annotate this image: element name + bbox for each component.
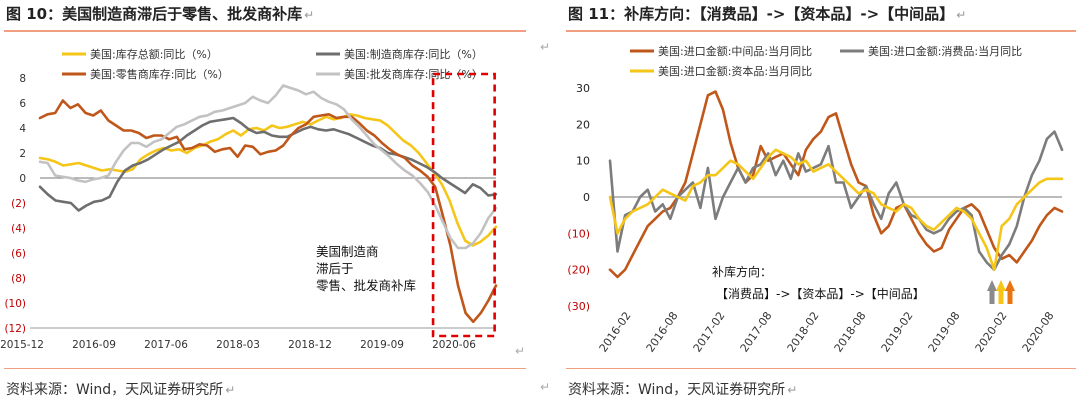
return-mark-icon: ↵ (515, 344, 526, 358)
y-tick-label: (10) (567, 227, 590, 240)
legend-label: 美国:制造商库存:同比（%） (344, 47, 483, 61)
x-tick-label: 2018-02 (785, 309, 822, 354)
y-tick-label: 10 (576, 155, 590, 168)
y-tick-label: 0 (19, 173, 26, 185)
x-tick-label: 2017-08 (738, 309, 775, 354)
x-tick-label: 2018-03 (216, 339, 260, 351)
y-tick-label: 30 (576, 82, 590, 95)
series-line-2 (608, 130, 1064, 271)
x-tick-label: 2017-02 (691, 309, 728, 354)
right-source-text: 资料来源：Wind，天风证券研究所 (568, 382, 786, 398)
return-mark-icon: ↵ (956, 8, 967, 22)
series-line-1 (38, 113, 498, 247)
y-tick-label: (10) (4, 298, 26, 310)
right-figure-title: 图 11：补库方向：【消费品】->【资本品】->【中间品】 ↵ (568, 3, 966, 24)
y-tick-label: 8 (19, 73, 26, 85)
series-line-2 (38, 116, 498, 212)
left-chart: 8 6 4 2 0 (2) (4) (6) (8) (10) (12) 2015-12 2016-09 2… (0, 47, 498, 351)
x-tick-label: 2019-09 (360, 339, 404, 351)
legend-label: 美国:零售商库存:同比（%） (90, 67, 229, 81)
arrow-head-icon (996, 280, 1006, 291)
return-mark-icon: ↵ (787, 383, 798, 397)
series-line-3 (38, 99, 498, 324)
y-tick-label: 20 (576, 118, 590, 131)
y-tick-label: 4 (19, 123, 26, 135)
series-line-1 (608, 90, 1064, 279)
y-tick-label: (20) (567, 264, 590, 277)
legend-label: 美国:进口金额:消费品:当月同比 (868, 44, 1022, 58)
y-tick-label: (2) (11, 198, 26, 210)
y-tick-label: 6 (19, 98, 26, 110)
return-mark-icon: ↵ (540, 40, 551, 54)
left-title-text: 图 10：美国制造商滞后于零售、批发商补库 (6, 5, 303, 23)
x-tick-label: 2019-02 (879, 309, 916, 354)
right-title-rule (566, 30, 1076, 32)
return-mark-icon: ↵ (304, 8, 315, 22)
x-tick-label: 2019-08 (926, 309, 963, 354)
x-tick-label: 2020-08 (1020, 309, 1057, 354)
y-tick-label: 2 (19, 148, 26, 160)
x-tick-label: 2015-12 (0, 339, 44, 351)
left-title-rule (4, 30, 526, 32)
left-figure-title: 图 10：美国制造商滞后于零售、批发商补库 ↵ (6, 3, 314, 24)
annotation-text: 补库方向： (712, 264, 772, 279)
arrow-shaft (998, 290, 1004, 304)
right-source-note: 资料来源：Wind，天风证券研究所 ↵ (568, 379, 797, 399)
legend-label: 美国:批发商库存:同比（%） (344, 67, 483, 81)
series-line-4 (38, 84, 498, 250)
annotation-text: 美国制造商 (316, 244, 379, 259)
highlight-box (431, 72, 496, 338)
right-chart: 30 20 10 0 (10) (20) (30) 2016-02 2016-08 2017-02… (567, 44, 1064, 355)
y-tick-label: (30) (567, 300, 590, 313)
right-source-rule (566, 368, 1076, 369)
series-line-3 (608, 148, 1064, 271)
arrow-shaft (1007, 290, 1013, 304)
y-tick-label: 0 (583, 191, 590, 204)
right-title-text: 图 11：补库方向：【消费品】->【资本品】->【中间品】 (568, 5, 955, 23)
y-tick-label: (8) (11, 273, 26, 285)
x-tick-label: 2018-08 (832, 309, 869, 354)
arrow-head-icon (1005, 280, 1015, 291)
x-tick-label: 2020-02 (973, 309, 1010, 354)
annotation-text: 【消费品】->【资本品】->【中间品】 (716, 286, 925, 301)
left-source-rule (4, 368, 526, 369)
arrow-shaft (989, 290, 995, 304)
y-tick-label: (6) (11, 248, 26, 260)
return-mark-icon: ↵ (540, 380, 551, 394)
x-tick-label: 2016-08 (644, 309, 681, 354)
y-tick-label: (12) (4, 323, 26, 335)
arrow-head-icon (987, 280, 997, 291)
x-tick-label: 2016-09 (72, 339, 116, 351)
x-tick-label: 2016-02 (597, 309, 634, 354)
y-tick-label: (4) (11, 223, 26, 235)
left-source-text: 资料来源：Wind，天风证券研究所 (6, 382, 224, 398)
x-tick-label: 2020-06 (432, 339, 476, 351)
left-source-note: 资料来源：Wind，天风证券研究所 ↵ (6, 379, 235, 399)
legend-label: 美国:进口金额:资本品:当月同比 (658, 64, 812, 78)
x-tick-label: 2018-12 (288, 339, 332, 351)
legend-label: 美国:进口金额:中间品:当月同比 (658, 44, 812, 58)
x-tick-label: 2017-06 (144, 339, 188, 351)
annotation-text: 滞后于 (316, 261, 354, 276)
legend-label: 美国:库存总额:同比（%） (90, 47, 218, 61)
return-mark-icon: ↵ (225, 383, 236, 397)
annotation-text: 零售、批发商补库 (316, 278, 416, 293)
